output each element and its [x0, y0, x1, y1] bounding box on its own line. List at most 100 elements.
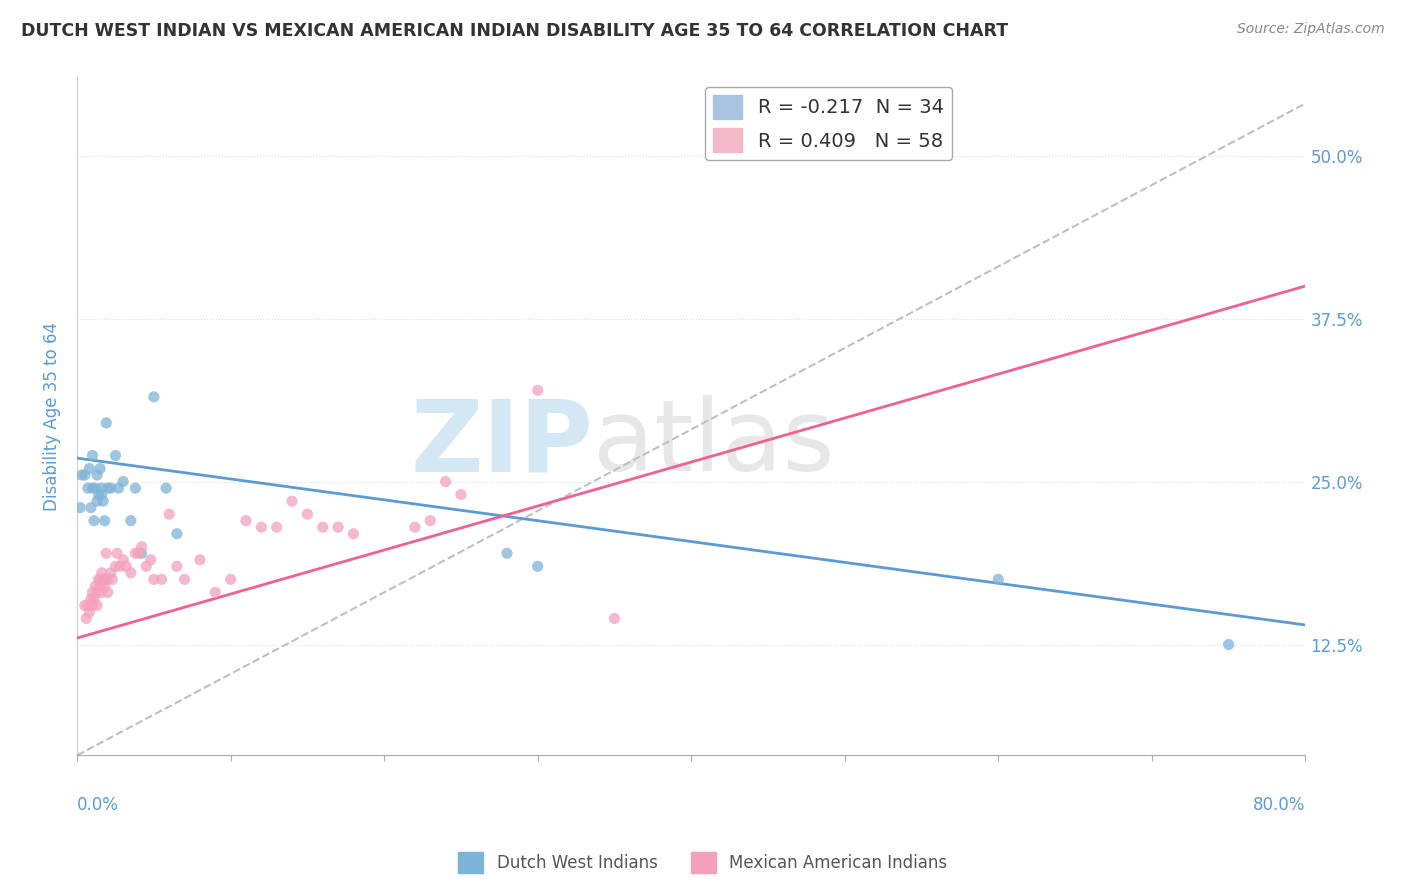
Point [86, 468, 108, 483]
Point [1218, 638, 1240, 652]
Point [84, 579, 107, 593]
Point [79, 605, 101, 619]
Point [104, 559, 127, 574]
Point [496, 546, 519, 560]
Point [135, 559, 157, 574]
Point [83, 591, 105, 606]
Point [91, 572, 114, 586]
Point [312, 520, 335, 534]
Text: atlas: atlas [593, 395, 835, 492]
Point [155, 481, 177, 495]
Point [70, 468, 93, 483]
Point [342, 526, 364, 541]
Text: 0.0%: 0.0% [77, 796, 120, 814]
Point [87, 572, 110, 586]
Point [419, 514, 441, 528]
Point [104, 449, 127, 463]
Point [83, 514, 105, 528]
Y-axis label: Disability Age 35 to 64: Disability Age 35 to 64 [44, 322, 60, 511]
Point [120, 514, 142, 528]
Point [79, 461, 101, 475]
Point [124, 481, 146, 495]
Point [80, 591, 103, 606]
Point [204, 585, 226, 599]
Point [120, 566, 142, 580]
Point [188, 553, 211, 567]
Point [105, 546, 128, 560]
Point [157, 507, 180, 521]
Point [86, 585, 108, 599]
Text: ZIP: ZIP [411, 395, 593, 492]
Point [266, 520, 288, 534]
Point [131, 546, 153, 560]
Point [526, 384, 548, 398]
Point [87, 488, 110, 502]
Point [86, 494, 108, 508]
Point [124, 546, 146, 560]
Point [297, 507, 319, 521]
Point [90, 488, 112, 502]
Point [84, 481, 107, 495]
Point [89, 461, 111, 475]
Point [90, 481, 112, 495]
Point [987, 572, 1010, 586]
Point [97, 481, 120, 495]
Point [115, 559, 138, 574]
Point [82, 481, 104, 495]
Point [96, 572, 118, 586]
Point [128, 546, 150, 560]
Point [108, 559, 131, 574]
Point [326, 520, 349, 534]
Point [90, 585, 112, 599]
Point [112, 475, 135, 489]
Point [450, 488, 472, 502]
Point [97, 585, 120, 599]
Point [526, 559, 548, 574]
Point [235, 514, 257, 528]
Point [281, 494, 304, 508]
Point [93, 572, 115, 586]
Point [107, 481, 129, 495]
Legend: R = -0.217  N = 34, R = 0.409   N = 58: R = -0.217 N = 34, R = 0.409 N = 58 [706, 87, 952, 160]
Point [150, 572, 173, 586]
Point [173, 572, 195, 586]
Point [76, 599, 98, 613]
Point [142, 390, 165, 404]
Point [73, 468, 96, 483]
Text: Source: ZipAtlas.com: Source: ZipAtlas.com [1237, 22, 1385, 37]
Point [75, 611, 97, 625]
Point [112, 553, 135, 567]
Point [101, 572, 124, 586]
Point [434, 475, 457, 489]
Point [96, 546, 118, 560]
Point [91, 494, 114, 508]
Point [82, 449, 104, 463]
Point [219, 572, 242, 586]
Point [166, 559, 188, 574]
Legend: Dutch West Indians, Mexican American Indians: Dutch West Indians, Mexican American Ind… [451, 846, 955, 880]
Point [89, 579, 111, 593]
Point [96, 416, 118, 430]
Point [166, 526, 188, 541]
Point [93, 579, 115, 593]
Point [86, 599, 108, 613]
Point [82, 599, 104, 613]
Point [90, 566, 112, 580]
Point [69, 500, 91, 515]
Point [603, 611, 626, 625]
Point [404, 520, 426, 534]
Point [100, 566, 122, 580]
Point [97, 572, 120, 586]
Point [142, 572, 165, 586]
Text: DUTCH WEST INDIAN VS MEXICAN AMERICAN INDIAN DISABILITY AGE 35 TO 64 CORRELATION: DUTCH WEST INDIAN VS MEXICAN AMERICAN IN… [21, 22, 1008, 40]
Point [93, 514, 115, 528]
Point [76, 481, 98, 495]
Text: 80.0%: 80.0% [1253, 796, 1305, 814]
Point [73, 599, 96, 613]
Point [139, 553, 162, 567]
Point [82, 585, 104, 599]
Point [80, 500, 103, 515]
Point [131, 540, 153, 554]
Point [250, 520, 273, 534]
Point [100, 481, 122, 495]
